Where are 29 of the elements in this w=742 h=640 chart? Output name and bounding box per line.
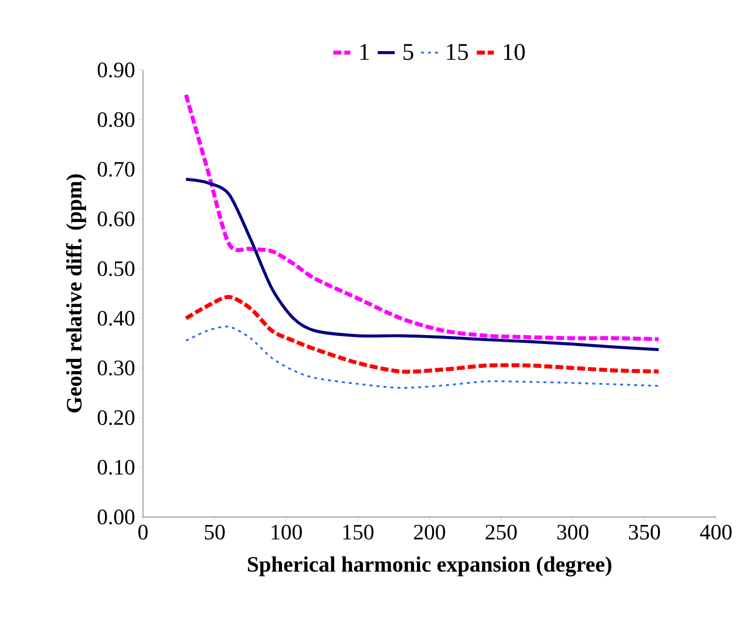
y-tick-label: 0.50 (98, 261, 134, 276)
y-tick-label: 0.30 (98, 360, 134, 376)
legend-label: 1 (360, 44, 369, 60)
legend-label: 10 (504, 44, 525, 60)
y-tick-label: 0.10 (98, 460, 134, 475)
x-tick-label: 100 (272, 524, 302, 540)
y-tick-label: 0.70 (98, 162, 134, 177)
line-series (185, 326, 660, 389)
y-tick-label: 0.20 (98, 410, 134, 426)
x-tick-label: 250 (486, 524, 517, 540)
x-tick-label: 150 (343, 524, 374, 540)
legend-label: 5 (404, 44, 414, 60)
x-tick-label: 0 (138, 524, 148, 540)
line-series (184, 92, 661, 342)
y-tick-label: 0.90 (98, 62, 134, 78)
x-tick-label: 400 (700, 524, 732, 540)
x-axis-title: Spherical harmonic expansion (degree) (248, 556, 612, 576)
y-axis-title: Geoid relative diff. (ppm) (66, 174, 86, 412)
y-tick-label: 0.40 (98, 310, 134, 326)
line-series (184, 294, 661, 374)
line-series (184, 178, 660, 352)
y-tick-label: 0.60 (98, 212, 134, 226)
y-tick-label: 0.80 (98, 112, 134, 128)
x-tick-label: 200 (414, 524, 446, 540)
x-tick-label: 50 (204, 524, 225, 540)
x-tick-label: 350 (628, 524, 660, 540)
legend-label: 15 (447, 44, 468, 60)
y-tick-label: 0.00 (98, 510, 134, 524)
x-tick-label: 300 (557, 524, 588, 540)
